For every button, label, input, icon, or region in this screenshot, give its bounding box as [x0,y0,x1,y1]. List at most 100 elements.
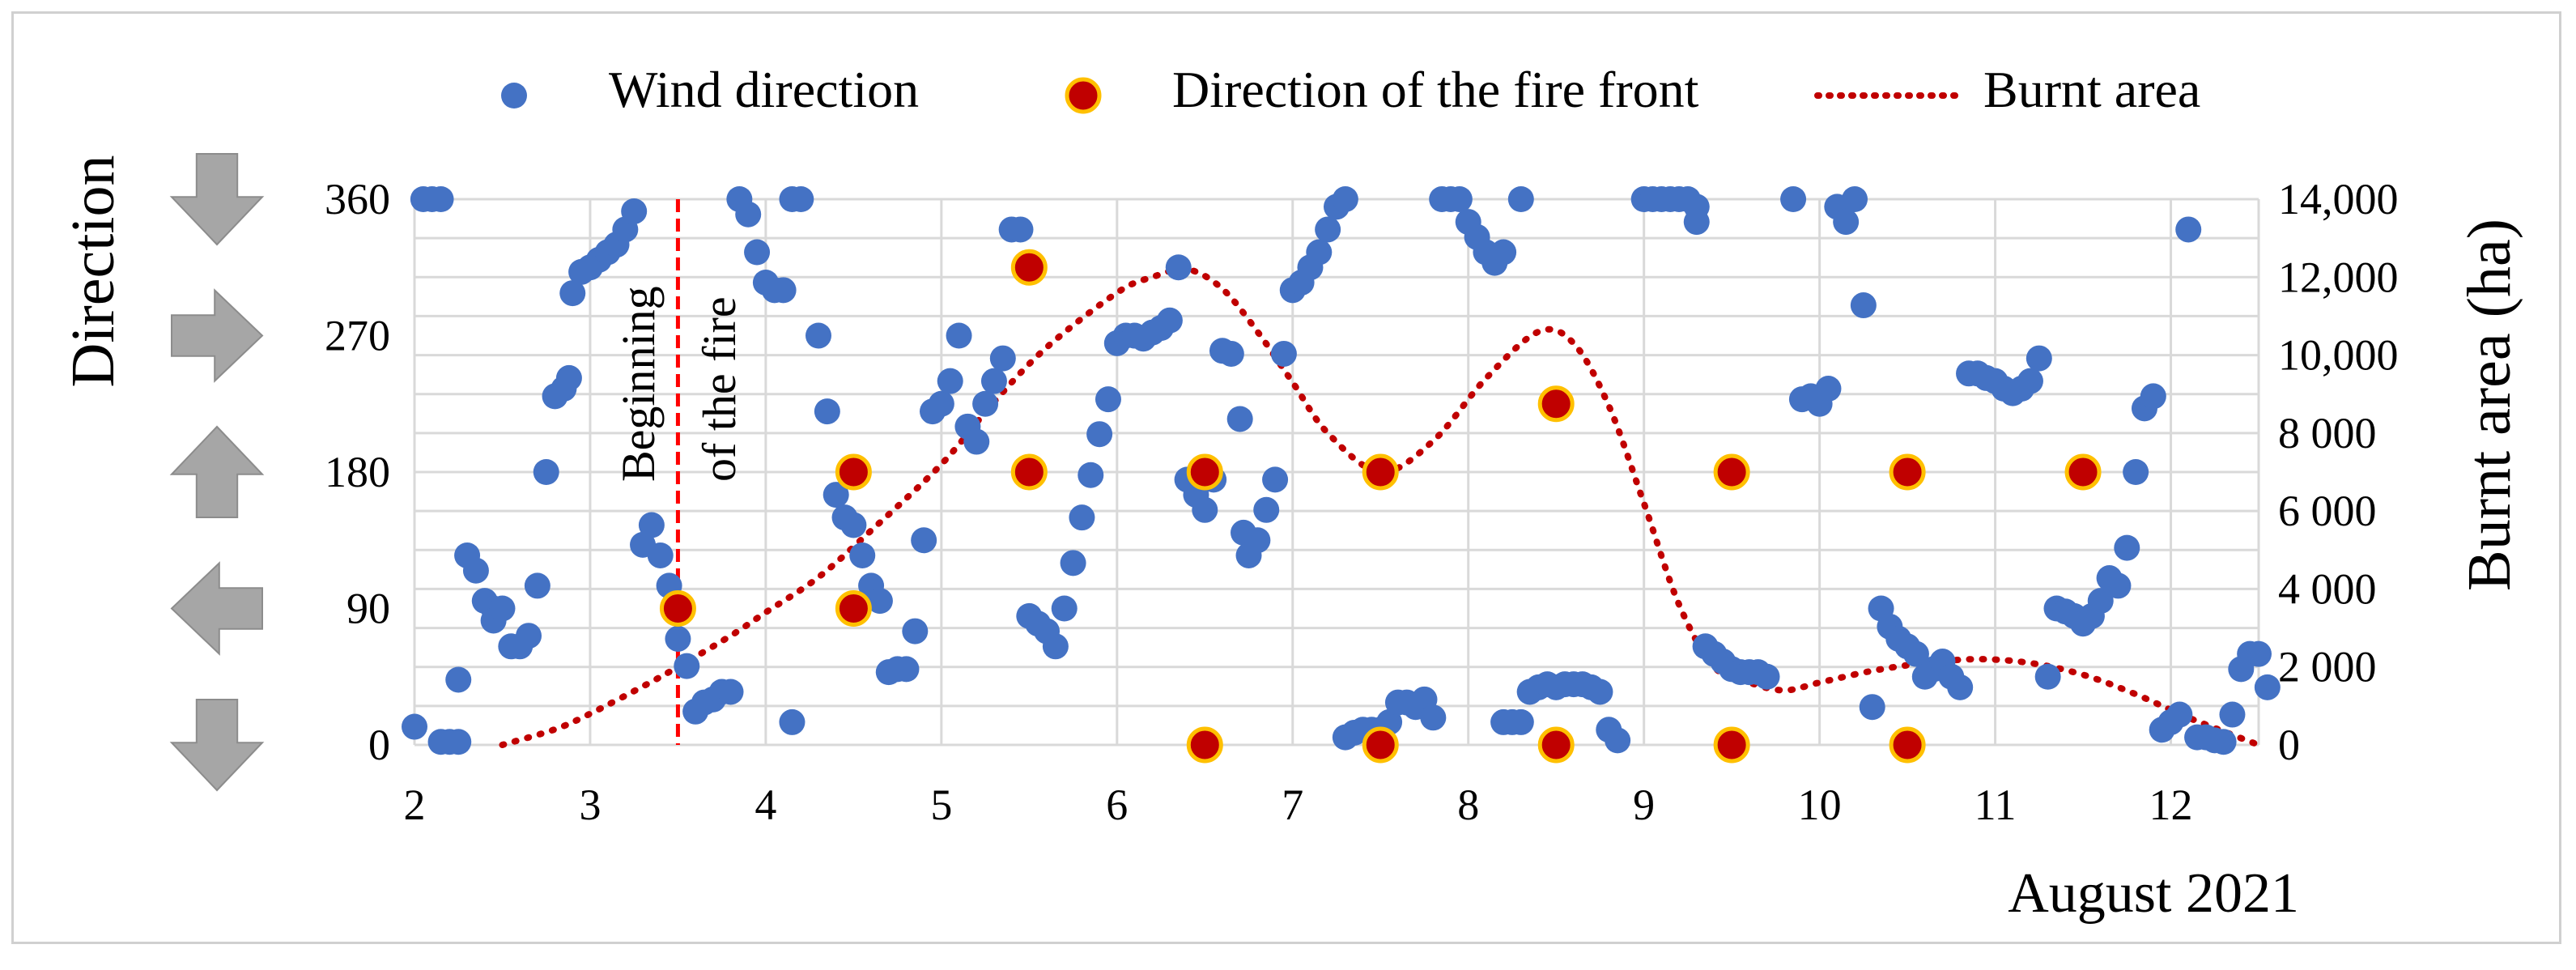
legend: Wind direction Direction of the fire fro… [501,61,2200,118]
wind-point [928,390,954,417]
fire-front-point [1010,453,1048,491]
wind-point [1262,466,1289,493]
fire-front-point [2064,453,2102,491]
fire-front-point [1186,726,1223,764]
fire-front-point [659,590,696,627]
fire-front-point [1537,385,1575,423]
wind-point [1446,186,1473,212]
x-tick-label: 8 [1457,781,1479,829]
y-right-tick-label: 6 000 [2278,487,2377,535]
wind-point [2246,640,2272,667]
wind-point [1270,340,1297,367]
y-left-tick-label: 0 [368,721,390,769]
wind-point [2087,588,2114,615]
x-tick-label: 7 [1282,781,1303,829]
legend-wind-marker [501,83,527,108]
wind-point [937,368,963,394]
wind-point [2123,459,2149,485]
wind-point [1086,421,1113,448]
annotation-line-2: of the fire [693,296,746,482]
arrow-down-icon [169,153,265,246]
x-tick-label: 2 [404,781,426,829]
fire-front-point [1362,453,1399,491]
wind-point [814,398,840,425]
annotation-line-1: Beginning [612,286,665,482]
wind-point [462,557,489,584]
y-right-tick-label: 14,000 [2278,175,2399,223]
arrow-left-icon [170,561,263,656]
wind-point [893,656,920,683]
fire-front-point [835,453,872,491]
y-axis-right-title: Burnt area (ha) [2455,219,2523,591]
fire-front-point [1362,726,1399,764]
y-left-tick-label: 360 [325,175,390,223]
y-right-tick-label: 12,000 [2278,253,2399,301]
legend-burnt-label: Burnt area [1983,61,2200,118]
wind-point [2026,345,2052,372]
wind-point [770,277,797,304]
x-tick-label: 6 [1106,781,1128,829]
wind-point [489,595,516,622]
wind-point [2114,534,2140,561]
wind-point [665,625,691,652]
legend-wind-label: Wind direction [609,61,919,118]
wind-point [638,512,665,538]
wind-point [533,459,559,485]
wind-point [516,623,542,649]
fire-front-point [1713,453,1750,491]
wind-point [2034,663,2061,690]
wind-point [2175,216,2202,243]
wind-point [524,572,550,599]
wind-point [840,512,867,538]
wind-point [1007,216,1034,243]
wind-point [1833,209,1860,236]
wind-point [1051,595,1078,622]
y-left-tick-label: 270 [325,312,390,360]
wind-point [1902,640,1929,667]
wind-point [1859,694,1885,721]
wind-point [1490,239,1517,266]
y-right-tick-label: 8 000 [2278,409,2377,457]
x-tick-label: 11 [1975,781,2017,829]
y-right-tick-label: 2 000 [2278,643,2377,691]
wind-point [2219,701,2246,728]
wind-point [1753,663,1780,690]
fire-front-point [1537,726,1575,764]
x-tick-label: 3 [579,781,601,829]
wind-point [1332,186,1358,212]
wind-point [1780,186,1807,212]
wind-point [1842,186,1868,212]
wind-point [1507,708,1534,735]
y-left-tick-label: 180 [325,448,390,496]
wind-point [1947,674,1974,700]
wind-point [1156,307,1183,334]
wind-point [1042,633,1069,660]
wind-point [963,428,990,455]
axis-tick-labels: 2 3 4 5 6 7 8 9 10 11 12 0 90 180 270 360 0 2 000 4 000 6 0… [325,175,2399,829]
wind-point [559,280,586,307]
wind-point [902,618,929,645]
wind-point [1069,504,1095,531]
fire-front-point [1186,453,1223,491]
wind-point [1226,406,1253,432]
arrow-up-icon [169,425,265,518]
wind-point [779,708,806,735]
wind-point [2210,729,2237,755]
wind-point [989,345,1016,372]
wind-direction-series [402,186,2281,755]
wind-point [717,679,744,705]
x-axis-title: August 2021 [2008,862,2299,925]
wind-point [1815,376,1842,402]
wind-point [823,482,849,508]
y-axis-left-title: Direction [59,155,127,387]
y-right-tick-label: 4 000 [2278,564,2377,613]
wind-point [1165,254,1192,281]
y-right-tick-label: 0 [2278,721,2300,769]
wind-point [805,322,831,349]
wind-point [674,653,700,679]
wind-point [621,198,648,224]
wind-point [980,368,1007,394]
wind-point [849,542,876,568]
y-right-tick-label: 10,000 [2278,331,2399,380]
